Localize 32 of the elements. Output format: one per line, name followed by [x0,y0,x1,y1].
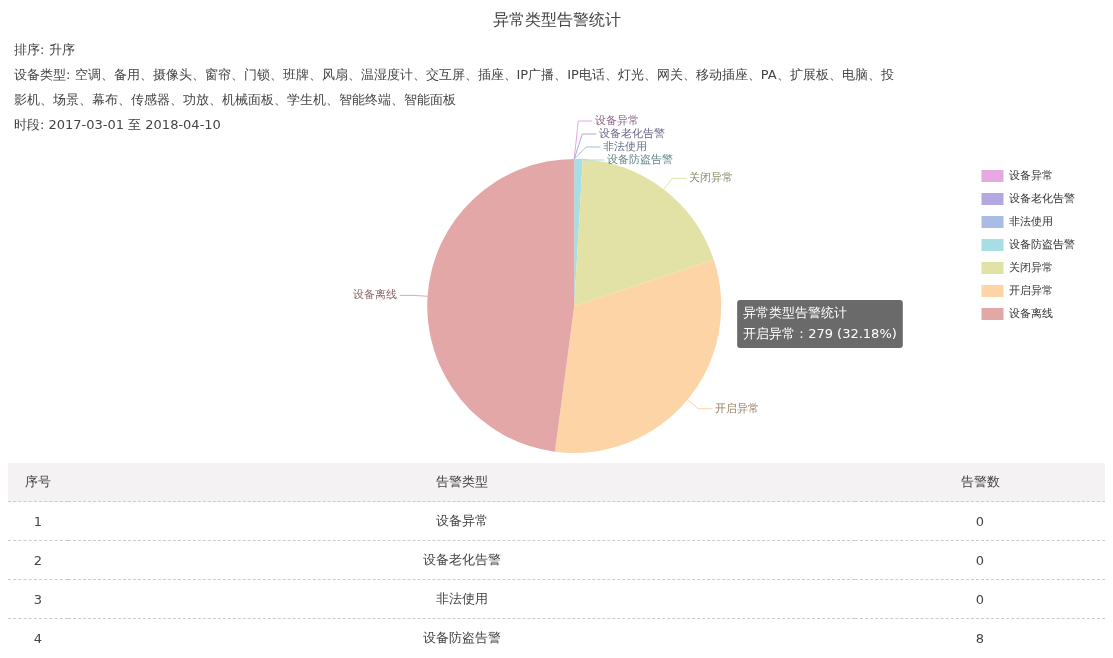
text: 异常类型告警统计 [743,305,848,321]
text: 设备类型: 空调、备用、摄像头、窗帘、门锁、班牌、风扇、温湿度计、交互屏、插座、IP广播、IP电话、灯光、网关、移动插座、PA、扩展板、电脑、投影机、场景、幕布、传感器、功放、机械面板、学生机、智能终端、智能面板 [14,66,895,109]
text: 设备异常 [434,512,489,530]
legend-label: 设备离线 [1009,306,1053,320]
text: 0 [974,551,986,570]
legend-label: 开启异常 [1009,283,1053,297]
legend-label: 非法使用 [1009,214,1053,228]
text: 4 [32,629,44,648]
text: 1 [32,512,44,531]
text: 8 [974,629,986,648]
legend-label: 关闭异常 [1009,260,1053,274]
legend-label: 设备异常 [1009,168,1053,182]
category-label: 设备异常 [595,113,640,127]
category-label: 设备老化告警 [599,126,666,140]
text: 时段: 2017-03-01 至 2018-04-10 [14,117,221,132]
text: 3 [32,590,44,609]
text: 2 [32,551,44,570]
category-label: 非法使用 [603,139,648,153]
text: 0 [974,590,986,609]
slice-label: 设备防盗告警 [607,152,674,166]
slice-label: 关闭异常 [689,171,734,185]
legend-label: 设备老化告警 [1009,191,1075,205]
legend-label: 设备防盗告警 [1009,237,1075,251]
text: 排序: 升序 [14,41,76,59]
slice-label: 开启异常 [715,401,760,415]
text: 开启异常：279 (32.18%) [743,326,897,342]
chart-title: 异常类型告警统计 [491,9,622,31]
text: 0 [974,512,986,531]
text: 设备防盗告警 [421,629,502,647]
text: 设备老化告警 [421,551,502,569]
slice-label: 设备离线 [352,288,397,302]
text: 非法使用 [434,590,489,608]
